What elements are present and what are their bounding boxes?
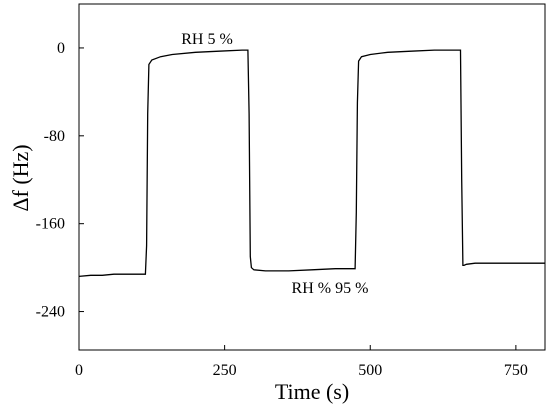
x-tick-label: 500: [358, 362, 382, 379]
x-tick-label: 250: [213, 362, 237, 379]
x-axis-ticks: 0 250 500 750: [75, 345, 528, 379]
annotation-rh-high: RH % 95 %: [292, 280, 369, 297]
y-tick-label: 0: [57, 40, 65, 57]
x-tick-label: 750: [504, 362, 528, 379]
annotation-rh-low: RH 5 %: [181, 31, 233, 48]
y-tick-label: -160: [36, 216, 65, 233]
x-tick-label: 0: [75, 362, 83, 379]
y-axis-title: Δf (Hz): [8, 144, 33, 211]
y-axis-ticks: 0 -80 -160 -240: [36, 40, 84, 321]
plot-area-frame: [78, 3, 546, 351]
y-tick-label: -240: [36, 304, 65, 321]
x-axis-title: Time (s): [275, 379, 349, 404]
y-tick-label: -80: [44, 128, 65, 145]
series-line: [78, 49, 545, 278]
